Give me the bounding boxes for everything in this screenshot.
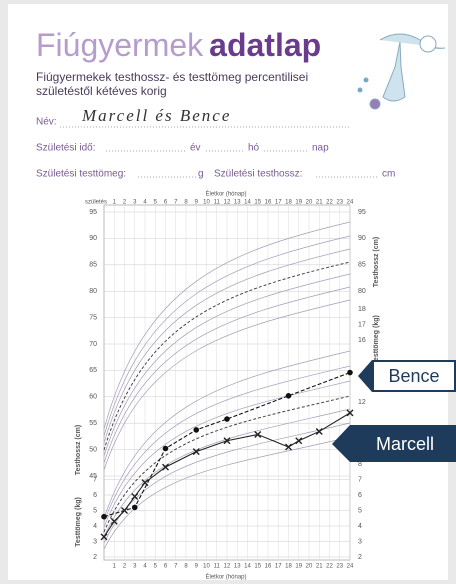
x-tick-label: 11 [214,564,221,570]
x-tick-label: 17 [275,200,282,206]
y-tick-label: 70 [89,341,97,348]
y-tick-label: 50 [89,446,97,453]
y-tick-label: 65 [89,367,97,374]
label: nap [312,143,329,154]
sheet: Fiúgyermekadatlap Fiúgyermekek testhossz… [0,0,456,584]
data-point [286,393,292,399]
y-tick-label: 85 [358,262,366,269]
x-tick-label: 13 [234,200,241,206]
y-tick-label: 5 [93,507,97,514]
x-tick-label: 12 [224,200,231,206]
x-tick-label: 17 [275,564,282,570]
y-tick-label: 95 [358,209,366,216]
x-tick-label: 10 [203,200,210,206]
y-tick-label: 18 [358,306,366,313]
label: g [198,169,204,180]
x-tick-label: 22 [326,564,333,570]
x-tick-label: 16 [265,564,272,570]
label: év [190,143,201,154]
data-point [347,370,353,376]
data-point [101,514,107,520]
callout-label: Marcell [376,434,434,454]
y-tick-label: 80 [358,288,366,295]
x-tick-label: 19 [295,564,302,570]
x-tick-label: 15 [254,200,261,206]
data-point [193,427,199,433]
y-tick-label: 75 [89,314,97,321]
y-tick-label: 80 [89,288,97,295]
x-tick-label: 14 [244,564,251,570]
y-tick-label: 2 [358,554,362,561]
x-tick-label: 18 [285,564,292,570]
axis-title: Életkor (hónap) [205,574,246,581]
y-tick-label: 55 [89,420,97,427]
title-light: Fiúgyermek [36,27,204,63]
label: Születési idő: [36,143,95,154]
y-tick-label: 6 [358,492,362,499]
x-tick-label: 10 [203,564,210,570]
axis-title: Testhossz (cm) [75,425,82,475]
data-point [163,446,169,452]
handwriting: Marcell és Bence [81,106,231,125]
axis-title: Testtömeg (kg) [373,315,380,365]
label: Születési testhossz: [214,169,302,180]
x-tick-label: 16 [265,200,272,206]
subtitle: születéstől kétéves korig [36,84,167,98]
x-tick-label: 13 [234,564,241,570]
x-tick-label: 20 [306,200,313,206]
x-tick-label: 11 [214,200,221,206]
y-tick-label: 4 [358,523,362,530]
x-tick-label: 15 [254,564,261,570]
y-tick-label: 95 [89,209,97,216]
y-tick-label: 12 [358,399,366,406]
y-tick-label: 3 [93,538,97,545]
x-tick-label: 23 [336,564,343,570]
y-tick-label: 16 [358,337,366,344]
x-tick-label: 21 [316,200,323,206]
y-tick-label: 90 [89,235,97,242]
y-tick-label: 90 [358,235,366,242]
data-point [132,505,138,511]
x-tick-label: 23 [336,200,343,206]
x-tick-label: 21 [316,564,323,570]
axis-title: Testhossz (cm) [373,237,380,287]
callout-label: Bence [388,366,439,386]
label: Név: [36,117,57,128]
data-point [224,416,230,422]
label: hó [248,143,260,154]
x-tick-label: 12 [224,564,231,570]
label: cm [382,169,395,180]
y-tick-label: 2 [93,554,97,561]
y-tick-label: 7 [93,476,97,483]
x-tick-label: 24 [347,200,354,206]
page: Fiúgyermekadatlap Fiúgyermekek testhossz… [0,0,456,584]
y-tick-label: 5 [358,507,362,514]
x-tick-label: 20 [306,564,313,570]
y-tick-label: 4 [93,523,97,530]
y-tick-label: 7 [358,476,362,483]
subtitle: Fiúgyermekek testhossz- és testtömeg per… [36,70,308,84]
y-tick-label: 6 [93,492,97,499]
x-tick-label: 22 [326,200,333,206]
y-tick-label: 85 [89,262,97,269]
growth-chart: 1122334455667788991010111112121313141415… [89,200,366,570]
x-tick-label: 18 [285,200,292,206]
y-tick-label: 17 [358,321,366,328]
x-tick-label: 14 [244,200,251,206]
x-tick-label: 24 [347,564,354,570]
x-tick-label: 19 [295,200,302,206]
y-tick-label: 3 [358,538,362,545]
axis-title: Testtömeg (kg) [75,497,82,547]
y-tick-label: 60 [89,394,97,401]
axis-title: Életkor (hónap) [205,191,246,198]
title-bold: adatlap [209,27,321,63]
label: Születési testtömeg: [36,169,126,180]
